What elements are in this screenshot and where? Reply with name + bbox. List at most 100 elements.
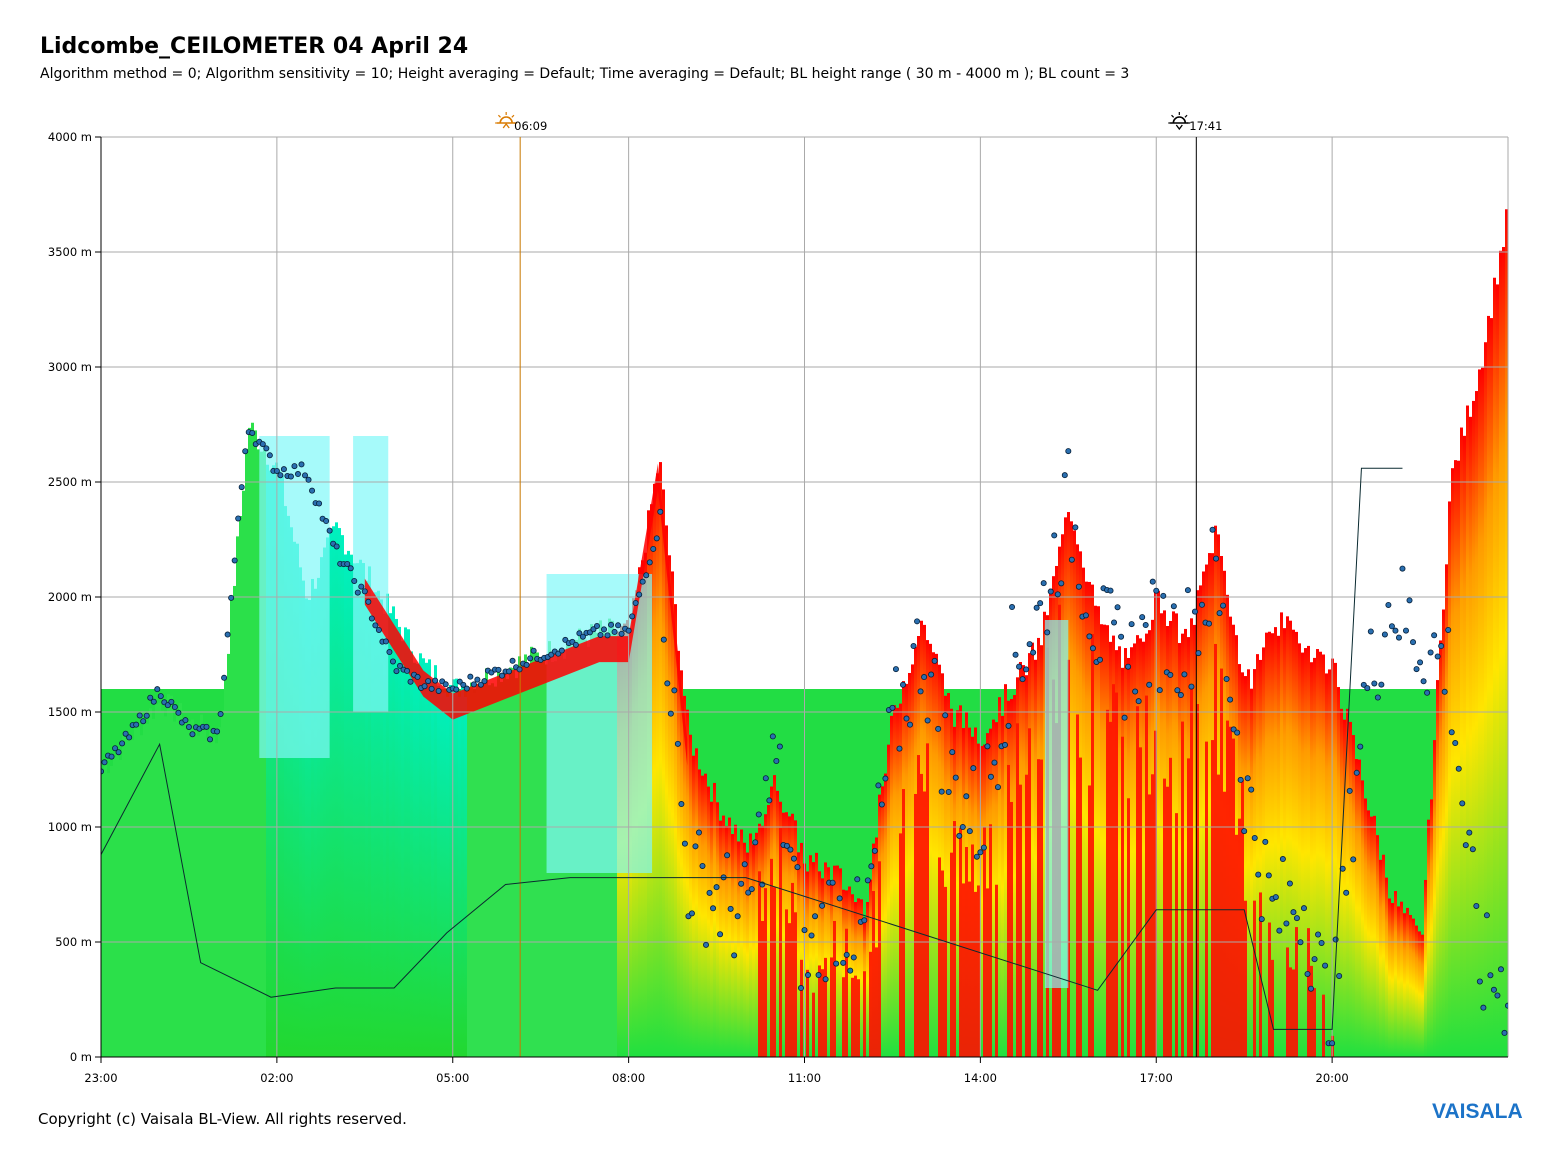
bl-marker	[1469, 846, 1476, 853]
high-backscatter-column	[1010, 801, 1013, 1057]
backscatter-column	[1472, 400, 1475, 1057]
bl-marker	[1353, 769, 1360, 776]
bl-marker	[1445, 626, 1452, 633]
bl-marker	[154, 686, 161, 693]
bl-marker	[959, 824, 966, 831]
bl-marker	[235, 515, 242, 522]
bl-marker	[822, 976, 829, 983]
backscatter-column	[167, 694, 170, 1057]
bl-marker	[333, 543, 340, 550]
bl-marker	[316, 500, 323, 507]
bl-marker	[1037, 600, 1044, 607]
bl-marker	[393, 668, 400, 675]
high-backscatter-column	[800, 959, 803, 1057]
bl-marker	[1406, 597, 1413, 604]
bl-marker	[207, 736, 214, 743]
backscatter-column	[140, 735, 143, 1057]
bl-marker	[731, 952, 738, 959]
backscatter-column	[119, 759, 122, 1057]
backscatter-column	[425, 662, 428, 1057]
backscatter-column	[494, 686, 497, 1057]
bl-marker	[477, 681, 484, 688]
y-tick-label: 1000 m	[48, 820, 92, 834]
bl-marker	[579, 633, 586, 640]
backscatter-column	[422, 658, 425, 1057]
high-backscatter-column	[1112, 684, 1115, 1057]
backscatter-column	[359, 559, 362, 1057]
backscatter-column	[752, 844, 755, 1057]
high-backscatter-column	[1289, 967, 1292, 1057]
backscatter-column	[1436, 680, 1439, 1057]
backscatter-column	[1361, 780, 1364, 1057]
backscatter-column	[485, 668, 488, 1057]
aerosol-layer-band	[364, 463, 688, 766]
bl-marker	[699, 862, 706, 869]
bl-marker	[1357, 743, 1364, 750]
y-tick-label: 3000 m	[48, 360, 92, 374]
backscatter-column	[137, 722, 140, 1057]
high-backscatter-column	[818, 965, 821, 1057]
bl-marker	[309, 487, 316, 494]
chart-title: Lidcombe_CEILOMETER 04 April 24	[40, 34, 469, 59]
bl-marker	[797, 985, 804, 992]
bl-marker	[646, 559, 653, 566]
bl-marker	[404, 667, 411, 674]
bl-marker	[752, 839, 759, 846]
bl-marker	[298, 461, 305, 468]
backscatter-column	[332, 526, 335, 1057]
bl-marker	[1019, 676, 1026, 683]
backscatter-column	[929, 643, 932, 1057]
backscatter-column	[356, 563, 359, 1057]
bl-marker	[1184, 587, 1191, 594]
backscatter-column	[1337, 687, 1340, 1057]
backscatter-column	[1334, 662, 1337, 1057]
backscatter-column	[1073, 530, 1076, 1057]
backscatter-column	[893, 705, 896, 1057]
bl-marker	[558, 647, 565, 654]
backscatter-column	[1292, 629, 1295, 1057]
bl-marker	[1311, 956, 1318, 963]
bl-marker	[1452, 740, 1459, 747]
bl-marker	[442, 681, 449, 688]
backscatter-column	[416, 663, 419, 1057]
bl-marker	[878, 801, 885, 808]
backscatter-column	[335, 522, 338, 1057]
bl-marker	[185, 723, 192, 730]
bl-marker	[263, 445, 270, 452]
backscatter-column	[374, 592, 377, 1057]
sunset-time-label: 17:41	[1189, 119, 1222, 133]
bl-marker	[460, 681, 467, 688]
bl-marker	[819, 902, 826, 909]
bl-marker	[214, 728, 221, 735]
bl-marker	[344, 560, 351, 567]
backscatter-column	[656, 473, 659, 1057]
backscatter-column	[1307, 645, 1310, 1057]
bl-marker	[382, 638, 389, 645]
bl-marker	[833, 960, 840, 967]
bl-marker	[435, 687, 442, 694]
bl-marker	[101, 759, 108, 766]
backscatter-column	[344, 554, 347, 1057]
high-backscatter-column	[1310, 965, 1313, 1057]
sunrise-icon-arrow	[502, 122, 510, 129]
backscatter-column	[458, 696, 461, 1057]
high-backscatter-column	[920, 773, 923, 1057]
backscatter-column	[326, 537, 329, 1057]
backscatter-column	[680, 670, 683, 1057]
backscatter-column	[401, 641, 404, 1057]
backscatter-column	[479, 686, 482, 1057]
high-backscatter-column	[857, 979, 860, 1057]
backscatter-column	[218, 727, 221, 1057]
bl-marker	[724, 852, 731, 859]
backscatter-column	[305, 598, 308, 1057]
high-backscatter-column	[1214, 643, 1217, 1057]
bl-marker	[1322, 962, 1329, 969]
bl-marker	[1315, 931, 1322, 938]
backscatter-column	[800, 842, 803, 1057]
high-backscatter-column	[1163, 778, 1166, 1057]
backscatter-column	[821, 878, 824, 1057]
backscatter-column	[113, 756, 116, 1057]
y-tick-label: 2000 m	[48, 590, 92, 604]
bl-marker	[769, 733, 776, 740]
bl-marker	[1061, 472, 1068, 479]
